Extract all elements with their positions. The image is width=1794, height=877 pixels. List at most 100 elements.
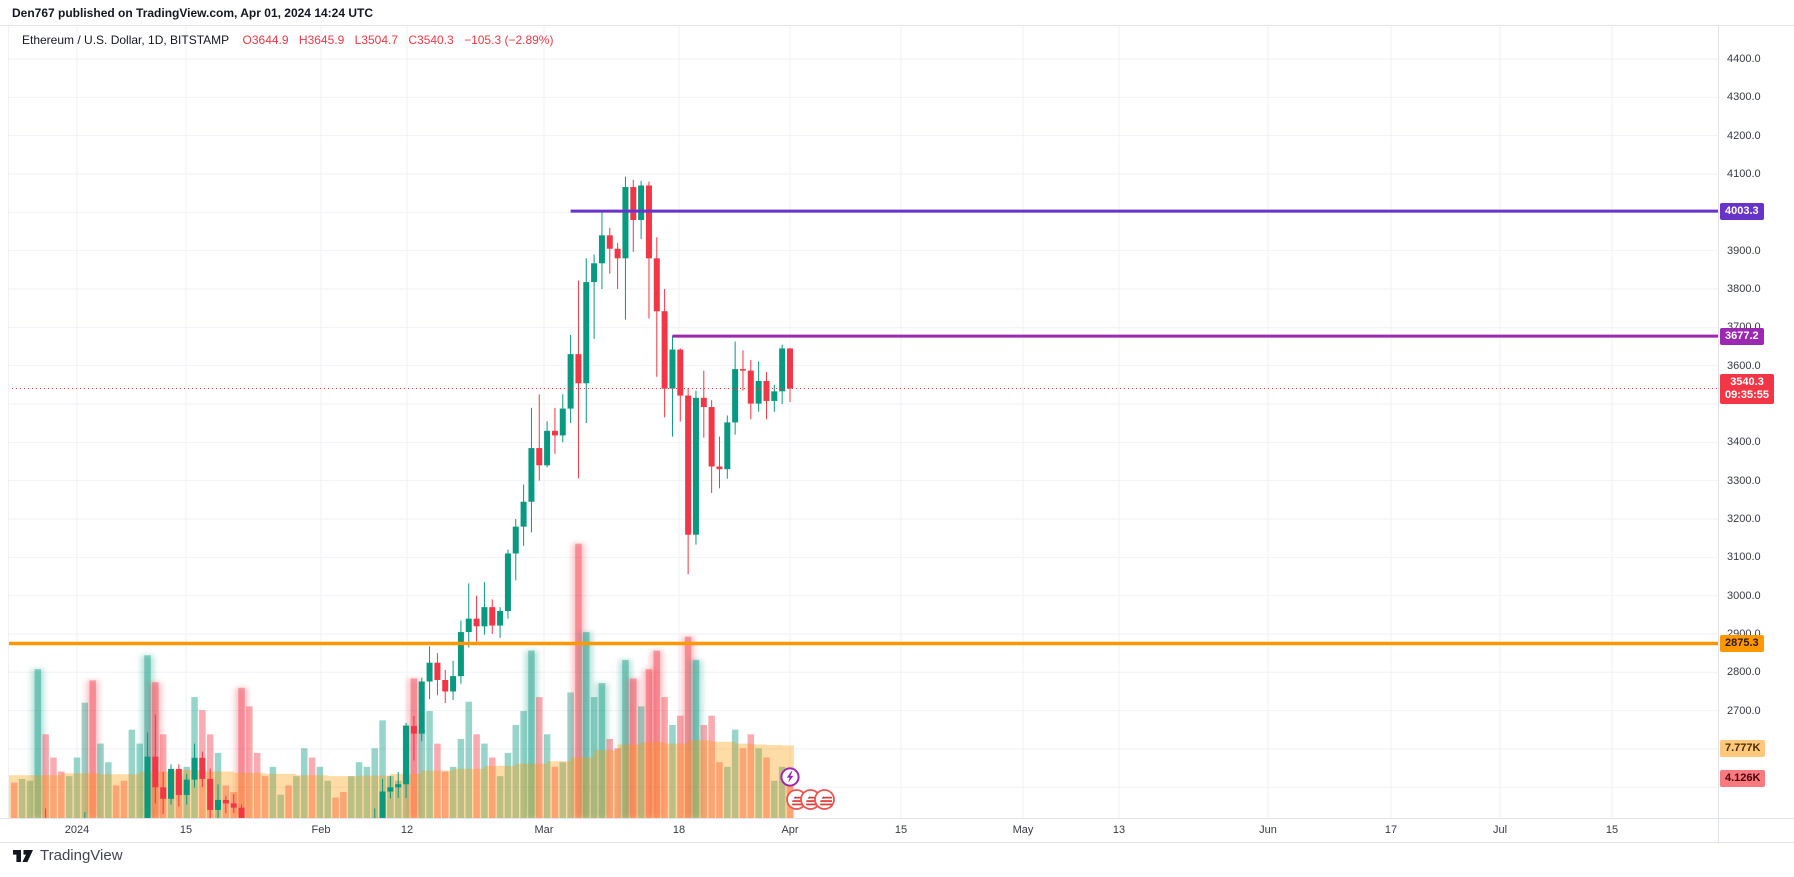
candle-down [473,618,480,627]
grid-layer [8,26,1718,818]
time-tick-label: Jun [1259,824,1277,836]
time-tick-label: 2024 [64,824,90,836]
time-tick-label: 17 [1384,824,1398,836]
plot-left-border [8,26,9,818]
time-tick-label: 15 [1605,824,1619,836]
volume-bar [426,711,433,818]
volume-bar [26,780,34,818]
candle-down [410,725,417,734]
candle-up [779,348,786,392]
ohlc-change: −105.3 (−2.89%) [464,33,554,47]
candle-down [551,430,558,436]
candle-up [771,391,778,401]
candle-up [191,757,198,780]
candle-down [661,311,668,389]
price-tick-label: 3900.0 [1727,244,1761,257]
publish-info-bar: Den767 published on TradingView.com, Apr… [0,0,1794,26]
volume-bar-glow [650,650,664,818]
countdown-timer: 09:35:55 [1725,388,1770,401]
volume-bar [653,650,661,818]
candle-down [43,834,49,847]
volume-bar [371,748,378,818]
lightning-event-icon[interactable] [780,767,800,792]
tradingview-logo-icon [13,849,33,862]
us-flag-event-icon[interactable] [814,789,835,815]
volume-bar [340,791,347,818]
volume-bar [269,766,277,818]
volume-bar [120,780,128,818]
symbol-title[interactable]: Ethereum / U.S. Dollar, 1D, BITSTAMP [22,33,230,47]
volume-bar [700,725,708,818]
volume-bar [677,715,684,818]
candle-down [716,466,723,470]
candle-up [724,422,731,470]
candle-down [575,354,582,384]
ohlc-close: C3540.3 [408,33,454,47]
volume-bar [543,734,551,818]
candle-up [144,756,151,818]
volume-bar [394,780,402,818]
candle-up [129,852,135,877]
volume-bar [112,785,120,818]
candle-down [58,864,64,871]
candle-up [418,681,425,734]
volume-bar [716,762,723,818]
volume-bar [434,743,441,818]
candle-down [747,370,754,404]
tradingview-logo[interactable]: TradingView [12,847,123,864]
price-tick-label: 4200.0 [1727,129,1761,142]
volume-bar [449,766,457,818]
candle-down [199,757,206,779]
volume-bar [73,757,81,818]
candle-up [137,847,143,852]
time-axis-separator [0,818,1794,819]
candle-up [583,282,590,384]
price-badge-last-price: 3540.3 09:35:55 [1720,373,1775,404]
price-tick-label: 3800.0 [1727,282,1761,295]
candles-layer [43,176,793,877]
volume-bar [128,729,136,818]
volume-bar [300,748,308,818]
candle-down [685,395,692,535]
volume-bar [277,794,284,818]
volume-bar [481,743,488,818]
candle-down [677,349,684,396]
candle-up [638,185,645,220]
candle-down [246,860,252,877]
candle-up [348,864,354,868]
volume-bar-glow [86,680,100,818]
price-tick-label: 3100.0 [1727,551,1761,564]
volume-bar [11,782,18,818]
volume-bar [606,738,614,818]
volume-layer [11,543,794,818]
candle-down [536,448,543,466]
volume-bar [379,720,386,818]
volume-bar [81,702,89,818]
economic-events-group[interactable] [786,789,835,815]
candle-down [434,662,441,680]
candle-down [763,380,770,401]
volume-bar [418,729,425,818]
candle-up [426,662,433,682]
candle-down [653,258,660,312]
candle-down [230,803,237,808]
time-tick-label: Mar [534,824,554,836]
candle-up [465,618,472,633]
volume-bar [520,711,527,818]
volume-bar [692,659,700,818]
volume-bar [65,776,73,818]
volume-bar [324,780,331,818]
volume-bar [512,725,520,818]
candle-up [598,235,605,264]
price-badge-support: 2875.3 [1720,634,1764,652]
volume-bar-glow [235,687,249,818]
candle-up [567,354,574,409]
candle-down [739,369,746,371]
volume-bar [97,743,104,818]
volume-bar-glow [626,678,640,818]
volume-bar [590,697,598,818]
volume-bar [747,734,755,818]
ohlc-high: H3645.9 [298,33,345,47]
volume-bar [457,738,465,818]
